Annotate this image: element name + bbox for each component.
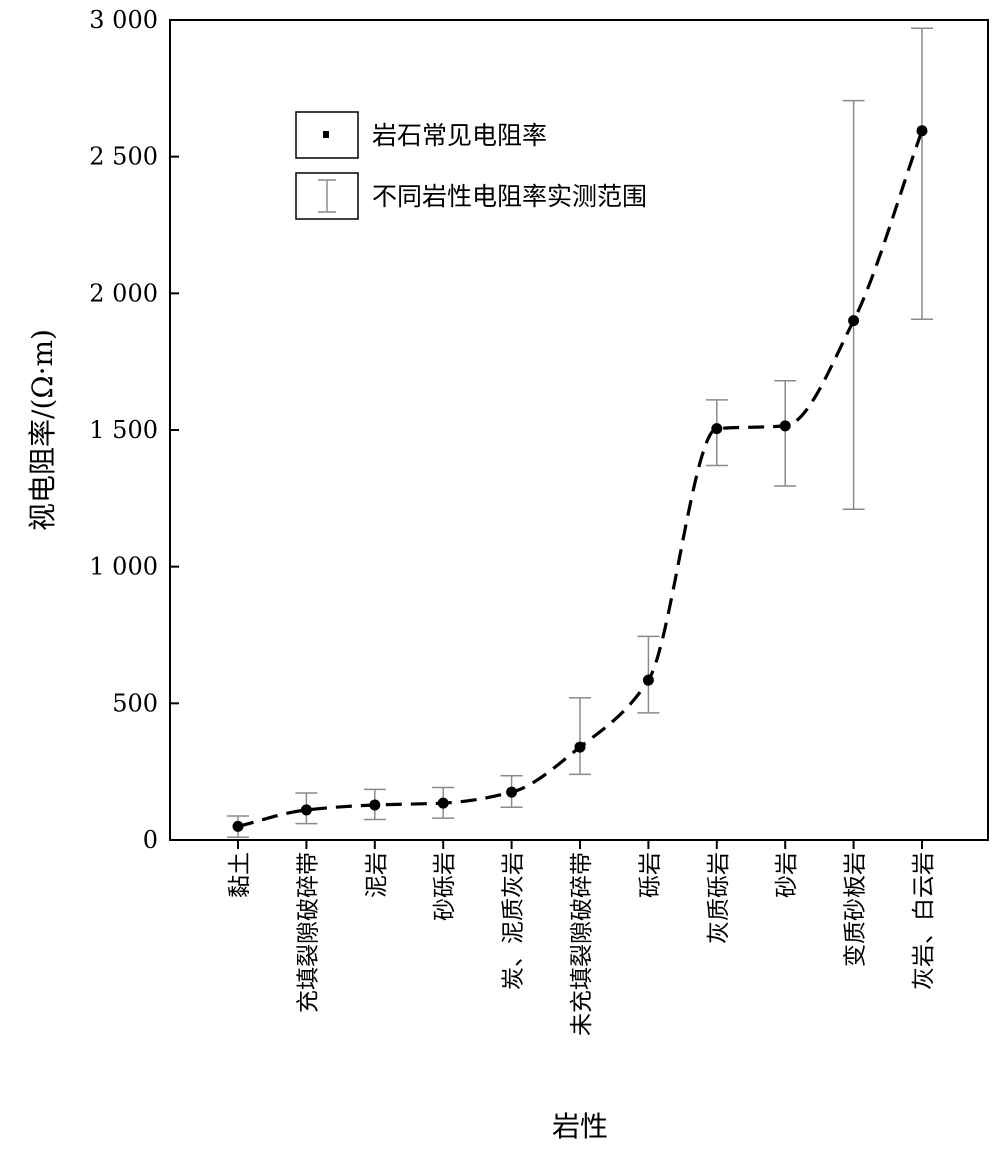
x-tick-label: 变质砂板岩: [843, 852, 869, 967]
data-point: [642, 674, 654, 686]
plot-frame: [169, 19, 989, 841]
x-tick-label: 砂砾岩: [432, 852, 458, 921]
legend-label-marker: 岩石常见电阻率: [372, 121, 547, 150]
legend-marker-symbol: [323, 131, 329, 138]
x-tick-label: 炭、泥质灰岩: [501, 852, 527, 990]
error-bar: [569, 697, 591, 776]
data-point: [506, 786, 518, 798]
x-tick-label: 砾岩: [637, 852, 663, 898]
legend-errorbar-symbol: [318, 179, 336, 213]
y-tick-label: 3 000: [89, 6, 158, 34]
y-tick-label: 1 500: [89, 416, 158, 444]
error-bar: [774, 380, 797, 487]
y-tick-label: 2 000: [89, 279, 158, 307]
x-tick-label: 黏土: [227, 852, 253, 898]
y-tick-label: 2 500: [89, 143, 158, 171]
data-point: [711, 423, 723, 435]
y-tick-label: 1 000: [89, 553, 158, 581]
data-point: [779, 420, 791, 432]
data-point: [437, 797, 449, 809]
y-axis-ticks: 0 500 1 000 1 500 2 000 2 500 3 000: [89, 6, 179, 854]
data-point: [574, 741, 586, 753]
data-point: [232, 820, 244, 832]
x-tick-label: 灰质砾岩: [706, 852, 732, 944]
data-point: [848, 315, 860, 327]
legend: 岩石常见电阻率 不同岩性电阻率实测范围: [295, 111, 647, 220]
y-tick-label: 500: [112, 689, 158, 717]
axes: [169, 19, 989, 841]
y-axis-title: 视电阻率/(Ω·m): [26, 329, 59, 531]
x-tick-label: 灰岩、白云岩: [911, 852, 937, 990]
data-points: [232, 125, 928, 832]
data-point: [300, 804, 312, 816]
x-tick-label: 泥岩: [364, 852, 390, 898]
x-tick-label: 未充填裂隙破碎带: [569, 852, 595, 1036]
x-axis-ticks: 黏土 充填裂隙破碎带 泥岩 砂砾岩 炭、泥质灰岩 未充填裂隙破碎带 砾岩 灰质砾岩 砂岩 变质砂板…: [227, 840, 937, 1036]
y-tick-label: 0: [143, 826, 158, 854]
x-axis-title: 岩性: [552, 1110, 608, 1143]
data-point: [916, 125, 928, 137]
legend-label-errorbar: 不同岩性电阻率实测范围: [372, 182, 647, 211]
x-tick-label: 砂岩: [774, 852, 800, 898]
x-tick-label: 充填裂隙破碎带: [295, 852, 321, 1013]
error-bar: [911, 27, 933, 321]
data-point: [369, 799, 381, 811]
error-bar: [842, 99, 865, 511]
